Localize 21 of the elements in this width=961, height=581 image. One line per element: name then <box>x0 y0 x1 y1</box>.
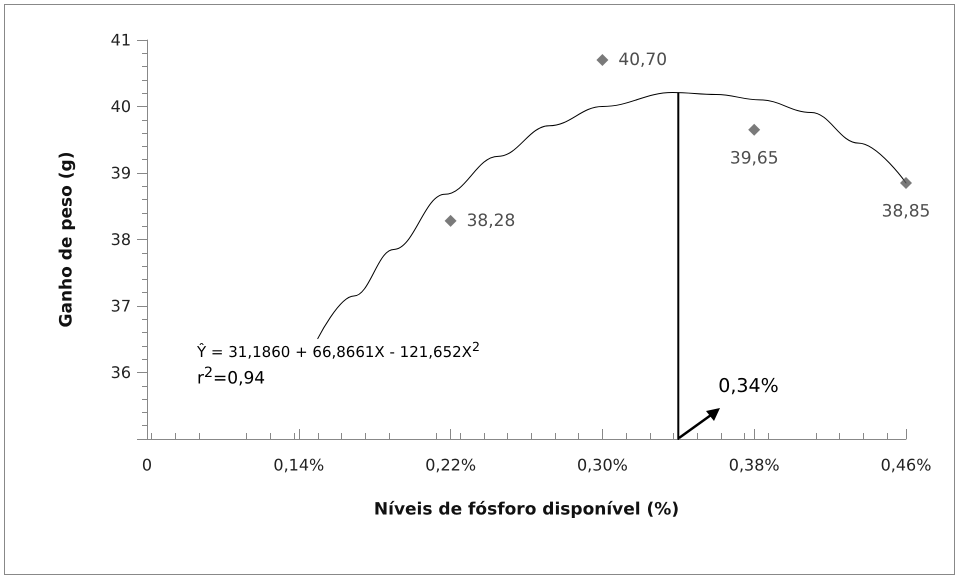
annotation: r$^{2}$=0,94 <box>197 365 266 389</box>
x-tick-label: 0,46% <box>880 456 932 474</box>
x-tick-label: 0 <box>142 456 152 474</box>
x-tick-label: 0,30% <box>576 456 628 474</box>
data-label: 38,85 <box>882 201 930 222</box>
y-tick-label: 39 <box>110 164 131 182</box>
annotation: Ŷ = 31,1860 + 66,8661X - 121,652X$^{2}$ <box>197 339 480 361</box>
x-tick-label: 0,38% <box>728 456 780 474</box>
annotation: 0,34% <box>718 375 779 397</box>
data-label: 40,70 <box>618 50 668 70</box>
y-tick-label: 37 <box>110 296 131 316</box>
data-label: 38,28 <box>466 210 516 231</box>
data-label: 39,65 <box>730 148 779 168</box>
x-tick-label: 0,22% <box>425 456 476 474</box>
y-axis-title: Ganho de peso (g) <box>56 152 76 328</box>
x-tick-label: 0,14% <box>273 456 324 474</box>
y-tick-label: 36 <box>110 363 131 382</box>
y-tick-label: 38 <box>110 230 131 249</box>
y-tick-label: 40 <box>110 97 131 116</box>
x-axis-title: Níveis de fósforo disponível (%) <box>374 500 680 520</box>
y-tick-label: 41 <box>110 30 131 50</box>
